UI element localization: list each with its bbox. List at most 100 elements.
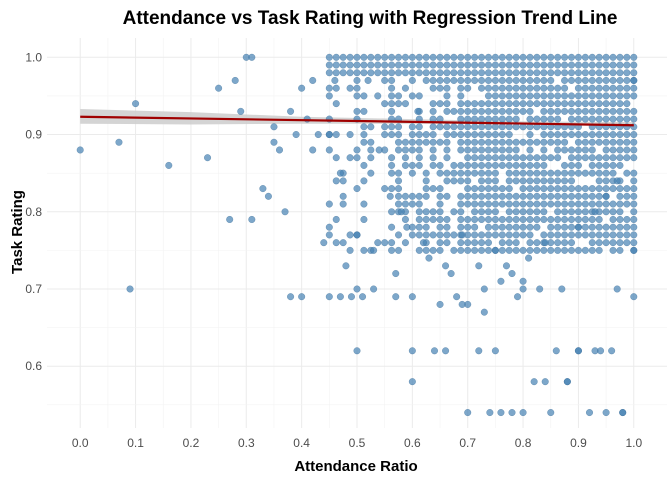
- data-point: [325, 53, 333, 61]
- data-point: [574, 223, 582, 231]
- data-point: [408, 130, 416, 139]
- data-point: [346, 246, 354, 254]
- data-point: [588, 246, 596, 254]
- data-point: [287, 293, 295, 301]
- data-point: [630, 154, 638, 162]
- data-point: [588, 192, 596, 200]
- data-point: [491, 76, 499, 85]
- data-point: [609, 69, 617, 77]
- data-point: [325, 84, 333, 92]
- data-point: [457, 92, 465, 100]
- data-point: [574, 246, 582, 254]
- data-point: [581, 76, 589, 85]
- data-point: [561, 208, 569, 216]
- data-point: [464, 192, 472, 200]
- x-tick-label: 0.4: [293, 436, 310, 450]
- data-point: [540, 154, 548, 162]
- data-point: [512, 146, 520, 154]
- data-point: [443, 130, 451, 139]
- data-point: [554, 53, 562, 61]
- data-point: [464, 200, 472, 208]
- data-point: [471, 169, 479, 177]
- data-point: [554, 192, 562, 200]
- x-tick-label: 1.0: [625, 436, 642, 450]
- data-point: [358, 293, 367, 301]
- data-point: [457, 100, 465, 108]
- data-point: [443, 215, 451, 224]
- data-point: [339, 177, 347, 185]
- data-point: [443, 84, 451, 92]
- data-point: [367, 123, 375, 131]
- data-point: [533, 76, 541, 85]
- data-point: [616, 107, 624, 115]
- data-point: [561, 100, 569, 108]
- data-point: [609, 107, 617, 115]
- data-point: [540, 61, 548, 69]
- data-point: [394, 146, 403, 154]
- data-point: [630, 107, 638, 115]
- data-point: [443, 92, 451, 100]
- data-point: [567, 185, 576, 193]
- data-point: [616, 154, 624, 162]
- data-point: [530, 378, 538, 386]
- data-point: [630, 53, 638, 61]
- data-point: [436, 84, 444, 92]
- data-point: [436, 138, 444, 146]
- data-point: [526, 107, 534, 115]
- data-point: [388, 53, 396, 61]
- data-point: [498, 100, 506, 108]
- data-point: [540, 185, 548, 193]
- data-point: [457, 161, 465, 169]
- data-point: [526, 177, 534, 185]
- data-point: [609, 215, 617, 224]
- data-point: [346, 231, 354, 239]
- data-point: [561, 231, 569, 239]
- data-point: [519, 200, 527, 208]
- data-point: [484, 177, 493, 185]
- data-point: [457, 239, 465, 247]
- data-point: [498, 138, 506, 146]
- data-point: [574, 215, 582, 224]
- data-point: [353, 154, 361, 162]
- data-point: [519, 53, 527, 61]
- data-point: [623, 84, 631, 92]
- data-point: [346, 154, 354, 162]
- data-point: [471, 208, 479, 216]
- data-point: [394, 200, 403, 208]
- data-point: [478, 100, 486, 108]
- data-point: [339, 200, 347, 208]
- data-point: [457, 192, 465, 200]
- data-point: [519, 84, 527, 92]
- data-point: [408, 347, 416, 355]
- data-point: [415, 208, 423, 216]
- data-point: [478, 161, 486, 169]
- data-point: [623, 138, 631, 146]
- data-point: [360, 123, 368, 131]
- data-point: [567, 177, 576, 185]
- data-point: [450, 107, 458, 115]
- data-point: [567, 61, 576, 69]
- data-point: [567, 192, 576, 200]
- data-point: [616, 92, 624, 100]
- data-point: [567, 100, 576, 108]
- data-point: [353, 76, 361, 85]
- data-point: [478, 200, 486, 208]
- data-point: [491, 61, 499, 69]
- data-point: [259, 185, 267, 193]
- data-point: [616, 231, 624, 239]
- data-point: [554, 146, 562, 154]
- data-point: [314, 130, 322, 139]
- data-point: [450, 208, 458, 216]
- data-point: [533, 200, 541, 208]
- data-point: [602, 177, 610, 185]
- data-point: [526, 161, 534, 169]
- data-point: [561, 146, 569, 154]
- data-point: [422, 215, 430, 224]
- data-point: [588, 161, 596, 169]
- data-point: [484, 130, 493, 139]
- data-point: [401, 200, 409, 208]
- data-point: [436, 246, 444, 254]
- data-point: [588, 154, 596, 162]
- data-point: [394, 185, 403, 193]
